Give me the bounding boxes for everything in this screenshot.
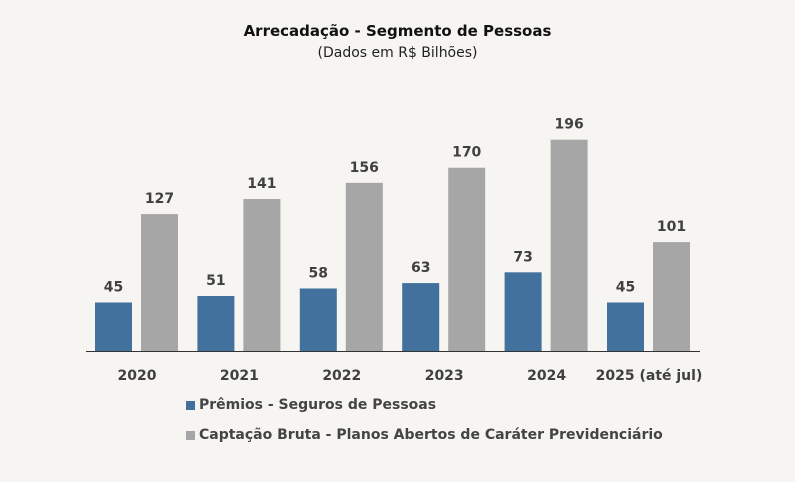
- bar-premios: [299, 288, 337, 351]
- bar-captacao: [345, 182, 383, 351]
- bar-captacao: [448, 167, 486, 351]
- bar-premios: [197, 296, 235, 351]
- data-label: 141: [247, 176, 276, 192]
- bar-premios: [402, 283, 440, 351]
- data-label: 170: [452, 145, 481, 161]
- data-label: 63: [411, 260, 430, 276]
- data-label: 101: [657, 219, 686, 235]
- bar-captacao: [550, 139, 588, 351]
- x-tick-label: 2025 (até jul): [596, 368, 703, 384]
- data-label: 58: [309, 265, 328, 281]
- bar-chart: 45 127 2020 51 141 2021 58 156 2022 63 170 2023 73 19…: [86, 117, 703, 384]
- data-label: 45: [616, 279, 635, 295]
- data-label: 196: [554, 117, 583, 133]
- bar-captacao: [141, 214, 178, 351]
- data-label: 51: [206, 273, 225, 289]
- legend-item-premios: Prêmios - Seguros de Pessoas: [186, 397, 436, 413]
- bar-premios: [607, 302, 644, 351]
- bar-captacao: [243, 199, 281, 351]
- data-label: 127: [145, 191, 174, 207]
- data-label: 73: [513, 249, 532, 265]
- x-tick-label: 2020: [118, 368, 157, 384]
- bar-premios: [95, 302, 132, 351]
- x-tick-label: 2021: [220, 368, 259, 384]
- legend-swatch-gray: [186, 430, 195, 440]
- legend-label: Captação Bruta - Planos Abertos de Carát…: [199, 427, 663, 443]
- x-tick-label: 2024: [527, 368, 566, 384]
- bar-captacao: [653, 242, 690, 351]
- legend-swatch-blue: [186, 400, 195, 410]
- chart-title: Arrecadação - Segmento de Pessoas: [243, 22, 552, 40]
- x-tick-label: 2023: [425, 368, 464, 384]
- x-tick-label: 2022: [322, 368, 361, 384]
- legend-label: Prêmios - Seguros de Pessoas: [199, 397, 437, 413]
- data-label: 156: [350, 160, 379, 176]
- bar-premios: [504, 272, 542, 351]
- chart-subtitle: (Dados em R$ Bilhões): [317, 45, 478, 61]
- legend-item-captacao: Captação Bruta - Planos Abertos de Carát…: [186, 427, 663, 443]
- data-label: 45: [104, 279, 123, 295]
